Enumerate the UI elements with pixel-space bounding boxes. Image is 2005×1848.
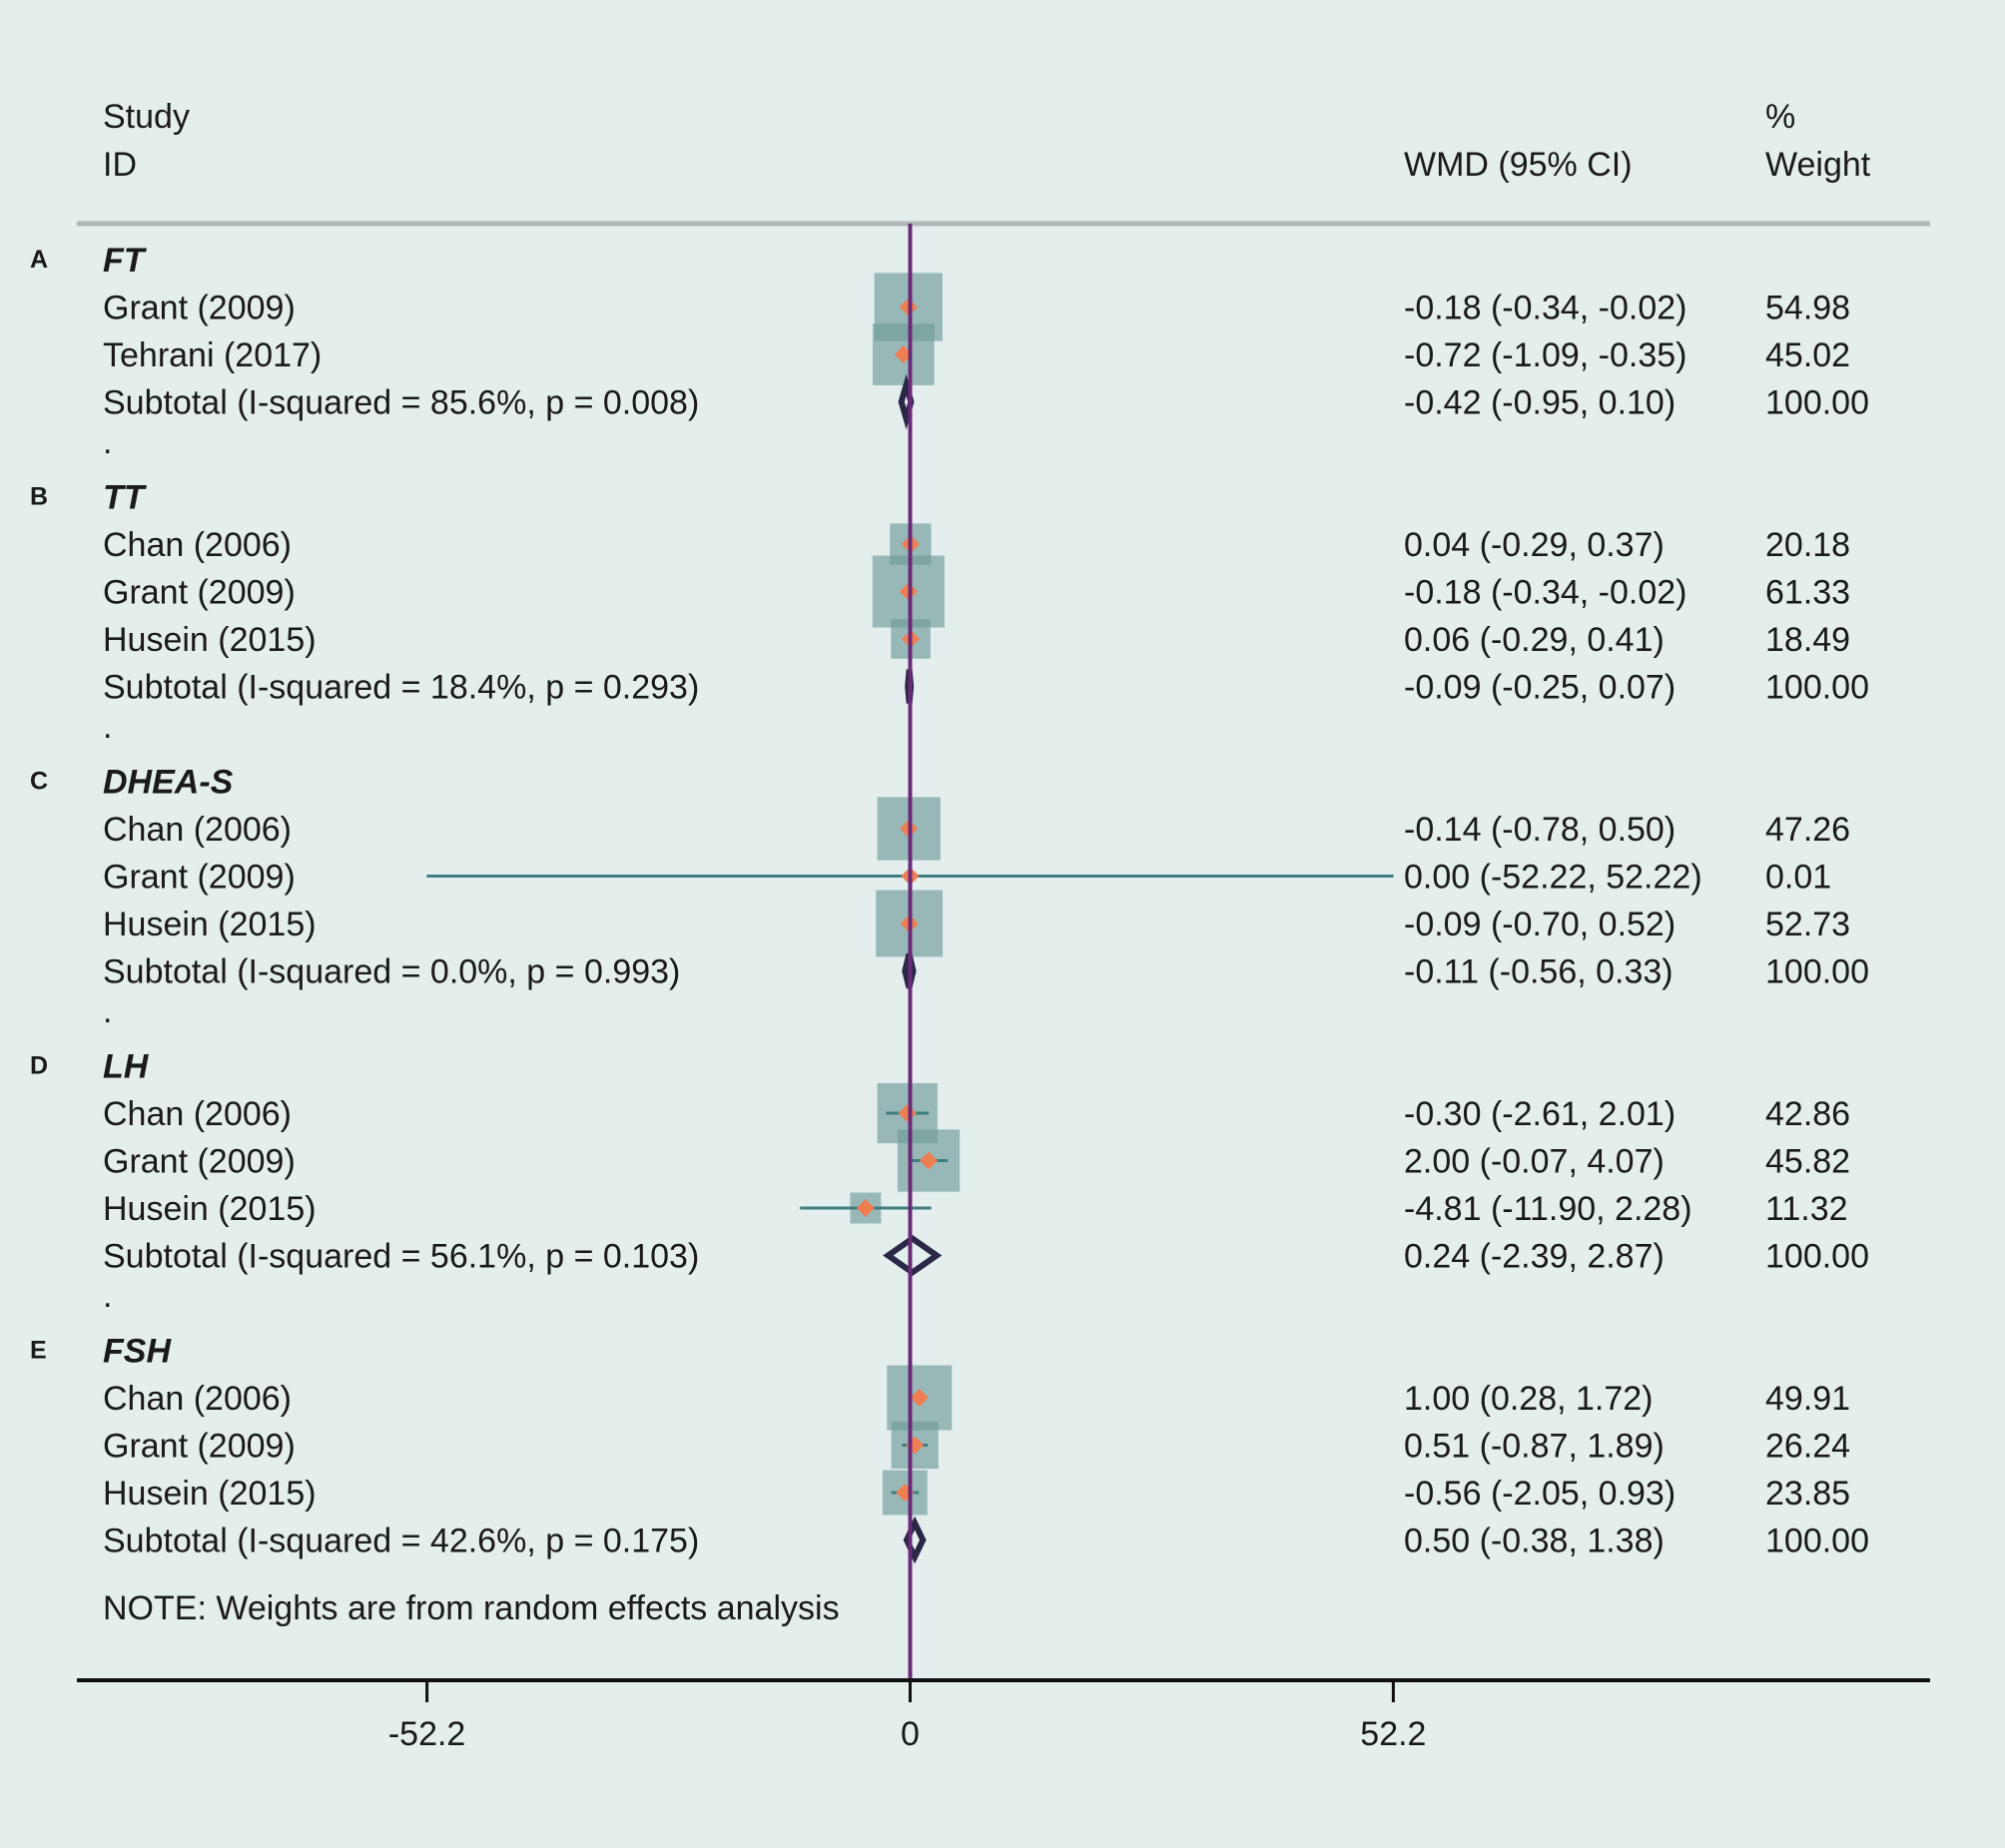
study-ci: 0.06 (-0.29, 0.41) [1404, 621, 1665, 659]
table-header: Study ID WMD (95% CI) % Weight [77, 98, 1930, 227]
study-label: Husein (2015) [103, 1475, 317, 1513]
study-label: Chan (2006) [103, 1095, 292, 1133]
group-separator: . [103, 1277, 112, 1315]
study-label: Grant (2009) [103, 1143, 296, 1181]
plot-marks [426, 224, 1394, 1680]
subtotal-weight: 100.00 [1765, 1523, 1869, 1560]
subtotal-label: Subtotal (I-squared = 42.6%, p = 0.175) [103, 1523, 699, 1560]
study-ci: -0.14 (-0.78, 0.50) [1404, 811, 1675, 849]
study-weight: 0.01 [1765, 859, 1831, 897]
study-label: Husein (2015) [103, 1190, 317, 1228]
study-label: Husein (2015) [103, 906, 317, 943]
subtotal-ci: 0.50 (-0.38, 1.38) [1404, 1523, 1665, 1560]
subtotal-ci: 0.24 (-2.39, 2.87) [1404, 1238, 1665, 1276]
study-weight: 49.91 [1765, 1380, 1850, 1418]
group-tag: B [30, 483, 48, 511]
study-point-estimate [894, 345, 913, 363]
subtotal-diamond [902, 952, 917, 989]
subtotal-weight: 100.00 [1765, 1238, 1869, 1276]
study-ci: 0.00 (-52.22, 52.22) [1404, 859, 1702, 897]
table-rows: A FT Grant (2009) -0.18 (-0.34, -0.02) 54.98… [30, 242, 1869, 1627]
study-ci: -0.09 (-0.70, 0.52) [1404, 906, 1675, 943]
study-point-estimate [910, 1389, 929, 1407]
subtotal-weight: 100.00 [1765, 669, 1869, 707]
subtotal-label: Subtotal (I-squared = 0.0%, p = 0.993) [103, 953, 680, 991]
group-title: LH [103, 1048, 150, 1086]
study-ci: -4.81 (-11.90, 2.28) [1404, 1190, 1692, 1228]
study-ci: -0.18 (-0.34, -0.02) [1404, 574, 1686, 612]
group-separator: . [103, 992, 112, 1030]
study-weight: 45.82 [1765, 1143, 1850, 1181]
study-point-estimate [856, 1199, 875, 1217]
header-id: ID [103, 146, 137, 184]
study-weight: 23.85 [1765, 1475, 1850, 1513]
study-label: Chan (2006) [103, 1380, 292, 1418]
study-label: Husein (2015) [103, 621, 317, 659]
subtotal-ci: -0.11 (-0.56, 0.33) [1404, 953, 1673, 991]
subtotal-weight: 100.00 [1765, 953, 1869, 991]
header-percent: % [1765, 98, 1795, 136]
study-label: Grant (2009) [103, 290, 296, 327]
study-weight: 45.02 [1765, 336, 1850, 374]
study-ci: 0.51 (-0.87, 1.89) [1404, 1428, 1665, 1466]
subtotal-ci: -0.09 (-0.25, 0.07) [1404, 669, 1675, 707]
group-separator: . [103, 708, 112, 746]
study-weight: 26.24 [1765, 1428, 1850, 1466]
subtotal-weight: 100.00 [1765, 384, 1869, 422]
study-point-estimate [920, 1151, 939, 1170]
group-tag: E [30, 1337, 47, 1365]
subtotal-label: Subtotal (I-squared = 56.1%, p = 0.103) [103, 1238, 699, 1276]
group-separator: . [103, 423, 112, 461]
study-ci: -0.30 (-2.61, 2.01) [1404, 1095, 1675, 1133]
study-weight: 54.98 [1765, 290, 1850, 327]
x-axis: -52.2 0 52.2 [77, 1678, 1930, 1753]
header-study: Study [103, 98, 190, 136]
study-weight: 47.26 [1765, 811, 1850, 849]
study-label: Chan (2006) [103, 526, 292, 564]
study-ci: -0.18 (-0.34, -0.02) [1404, 290, 1686, 327]
study-label: Grant (2009) [103, 859, 296, 897]
subtotal-ci: -0.42 (-0.95, 0.10) [1404, 384, 1675, 422]
subtotal-label: Subtotal (I-squared = 18.4%, p = 0.293) [103, 669, 699, 707]
study-weight: 11.32 [1765, 1190, 1848, 1228]
study-weight: 61.33 [1765, 574, 1850, 612]
study-ci: 0.04 (-0.29, 0.37) [1404, 526, 1665, 564]
study-label: Grant (2009) [103, 1428, 296, 1466]
study-weight: 20.18 [1765, 526, 1850, 564]
study-label: Tehrani (2017) [103, 336, 322, 374]
study-ci: 2.00 (-0.07, 4.07) [1404, 1143, 1665, 1181]
study-ci: -0.56 (-2.05, 0.93) [1404, 1475, 1675, 1513]
group-title: DHEA-S [103, 764, 234, 802]
x-axis-tick-label: -52.2 [388, 1715, 466, 1753]
study-label: Grant (2009) [103, 574, 296, 612]
study-label: Chan (2006) [103, 811, 292, 849]
group-title: FT [103, 242, 148, 280]
analysis-note: NOTE: Weights are from random effects an… [103, 1589, 840, 1627]
header-weight: Weight [1765, 146, 1871, 184]
x-axis-tick-label: 52.2 [1360, 1715, 1426, 1753]
header-effect: WMD (95% CI) [1404, 146, 1633, 184]
subtotal-diamond [883, 1234, 943, 1277]
group-title: TT [103, 479, 148, 517]
study-weight: 18.49 [1765, 621, 1850, 659]
group-tag: C [30, 768, 48, 796]
subtotal-label: Subtotal (I-squared = 85.6%, p = 0.008) [103, 384, 699, 422]
study-ci: 1.00 (0.28, 1.72) [1404, 1380, 1654, 1418]
x-axis-tick-label: 0 [901, 1715, 920, 1753]
group-tag: D [30, 1052, 48, 1080]
group-tag: A [30, 246, 48, 274]
study-weight: 42.86 [1765, 1095, 1850, 1133]
study-ci: -0.72 (-1.09, -0.35) [1404, 336, 1686, 374]
study-weight: 52.73 [1765, 906, 1850, 943]
group-title: FSH [103, 1333, 172, 1371]
